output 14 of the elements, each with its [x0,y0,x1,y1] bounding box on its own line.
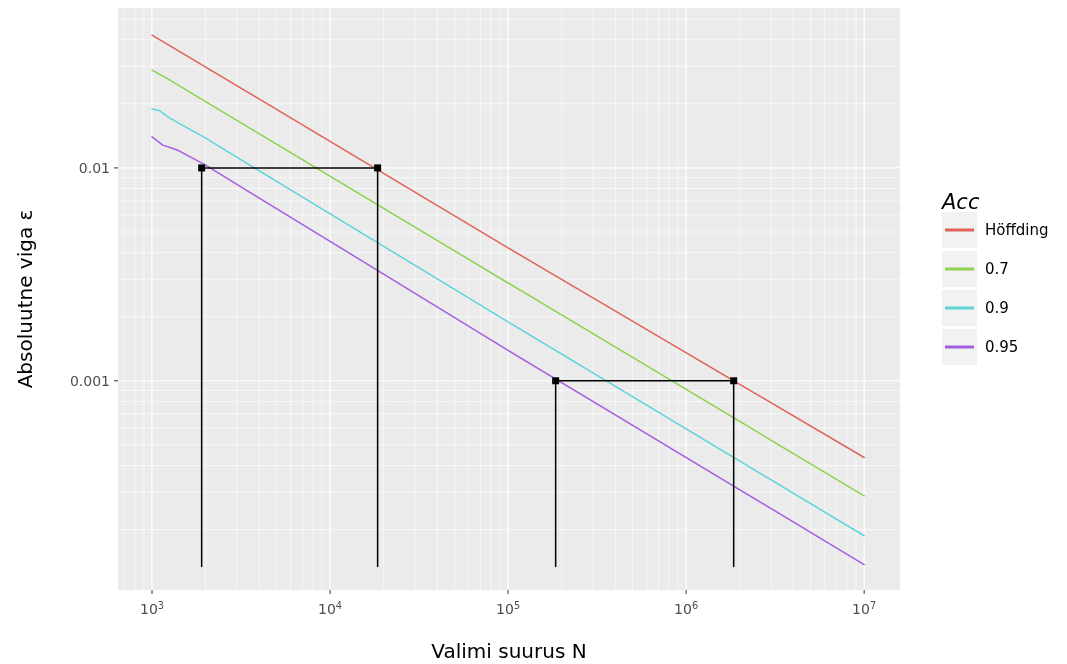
legend-label: 0.9 [985,299,1009,317]
legend-label: 0.95 [985,338,1019,356]
legend-title: Acc [940,190,980,214]
y-axis-title: Absoluutne viga ε [13,209,37,389]
legend-label: 0.7 [985,260,1009,278]
x-tick-label: 10$^{5}$ [496,599,521,617]
x-tick-label: 10$^{4}$ [318,599,343,617]
x-tick-label: 10$^{3}$ [139,599,165,617]
x-tick-label: 10$^{6}$ [674,599,699,617]
legend-label: Höffding [985,221,1049,239]
x-axis-title: Valimi suurus N [431,639,587,663]
y-tick-label: 0.001 [69,372,110,389]
y-tick-label: 0.01 [78,159,110,176]
x-tick-label: 10$^{7}$ [852,599,877,617]
